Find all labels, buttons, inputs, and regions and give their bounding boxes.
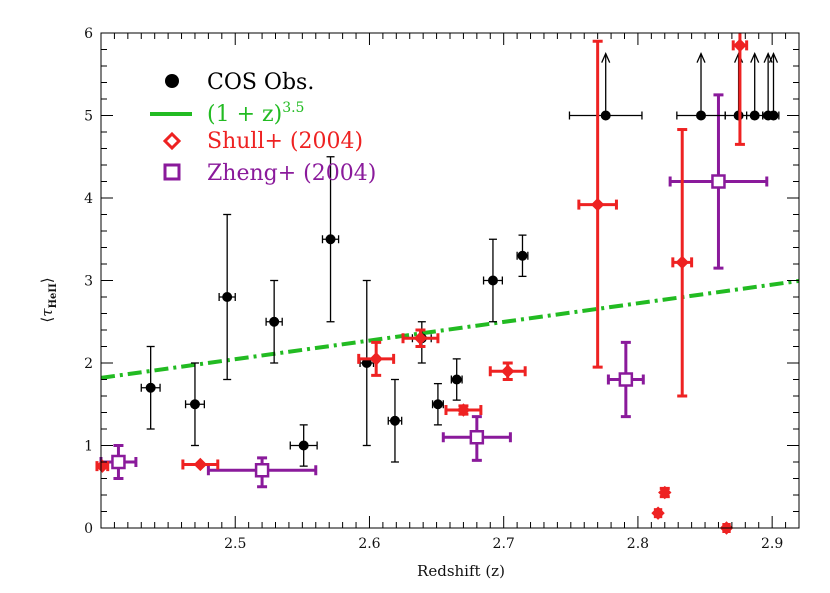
axes-frame — [100, 32, 800, 529]
cos-limit-arrowhead — [768, 52, 779, 63]
cos-point-marker — [325, 234, 336, 245]
cos-point-marker — [269, 316, 280, 327]
x-tick-label: 2.5 — [224, 536, 246, 552]
cos-point-marker — [517, 250, 528, 261]
shull-point-marker — [369, 352, 383, 366]
y-axis-label-text: ⟨τHeII⟩ — [38, 277, 59, 322]
legend-label-shull: Shull+ (2004) — [207, 129, 363, 154]
y-tick-label: 0 — [84, 521, 93, 537]
series-zheng — [99, 93, 769, 489]
cos-point-marker — [696, 110, 707, 121]
x-tick-label: 2.9 — [761, 536, 783, 552]
cos-point-marker — [432, 399, 443, 410]
y-tick-label: 3 — [84, 274, 93, 290]
shull-point-marker — [413, 331, 428, 345]
cos-point-marker — [389, 415, 400, 426]
cos-point-marker — [145, 382, 156, 393]
cos-point-marker — [749, 110, 760, 121]
shull-point-marker — [501, 364, 515, 378]
zheng-point-marker — [469, 430, 485, 445]
shull-point-marker — [675, 255, 689, 270]
legend-marker-zheng — [163, 163, 181, 181]
shull-point-marker — [456, 403, 471, 417]
shull-point-marker — [658, 485, 672, 500]
plot-area — [95, 33, 800, 535]
y-axis-label: ⟨τHeII⟩ — [38, 277, 59, 322]
legend-item-zheng: Zheng+ (2004) — [163, 161, 376, 186]
legend-marker-shull — [162, 131, 182, 151]
zheng-point-marker — [618, 372, 634, 387]
y-label-open-bracket: ⟨ — [38, 317, 56, 323]
y-label-tau: τ — [38, 308, 56, 317]
legend-label-model-base: (1 + z) — [207, 102, 282, 127]
y-tick-label: 1 — [84, 439, 93, 455]
cos-point-marker — [487, 275, 498, 286]
series-shull — [95, 33, 749, 535]
legend-label-model: (1 + z)3.5 — [207, 100, 304, 127]
axes: 2.5 2.6 2.7 2.8 2.9 0 1 2 3 4 5 6 — [84, 26, 800, 552]
y-tick-label: 2 — [84, 356, 93, 372]
cos-limit-arrowhead — [601, 52, 611, 63]
shull-point-marker — [733, 38, 747, 53]
cos-limit-arrowhead — [696, 52, 706, 63]
y-tick-label: 4 — [84, 191, 93, 207]
legend: COS Obs. (1 + z)3.5 Shull+ (2004) Zheng+… — [150, 70, 376, 186]
shull-point-marker — [193, 457, 208, 472]
legend-label-cos: COS Obs. — [207, 70, 314, 95]
cos-limit-arrowhead — [750, 52, 760, 63]
y-label-subscript: HeII — [48, 283, 59, 308]
legend-item-shull: Shull+ (2004) — [162, 129, 363, 154]
y-tick-label: 6 — [84, 26, 93, 42]
cos-point-marker — [361, 358, 372, 368]
y-label-close-bracket: ⟩ — [38, 277, 56, 283]
x-axis-label: Redshift (z) — [417, 562, 505, 580]
x-tick-label: 2.6 — [358, 536, 380, 552]
zheng-point-marker — [111, 454, 126, 470]
cos-point-marker — [768, 110, 779, 121]
zheng-point-marker — [254, 463, 270, 478]
zheng-point-marker — [711, 174, 726, 189]
shull-point-marker — [590, 197, 605, 212]
legend-item-model: (1 + z)3.5 — [150, 100, 304, 127]
cos-point-marker — [451, 374, 462, 385]
shull-point-marker — [95, 459, 110, 473]
legend-label-zheng: Zheng+ (2004) — [207, 161, 376, 186]
shull-point-marker — [651, 506, 665, 520]
cos-point-marker — [298, 440, 309, 451]
legend-item-cos: COS Obs. — [165, 70, 314, 95]
series-cos — [140, 52, 780, 467]
legend-label-model-exponent: 3.5 — [282, 100, 304, 116]
cos-point-marker — [600, 110, 611, 121]
cos-point-marker — [189, 399, 200, 410]
legend-marker-cos — [165, 74, 179, 88]
y-tick-label: 5 — [84, 109, 93, 125]
x-tick-label: 2.7 — [493, 536, 515, 552]
series-model-line — [100, 278, 800, 380]
cos-point-marker — [222, 292, 233, 302]
x-tick-label: 2.8 — [627, 536, 649, 552]
